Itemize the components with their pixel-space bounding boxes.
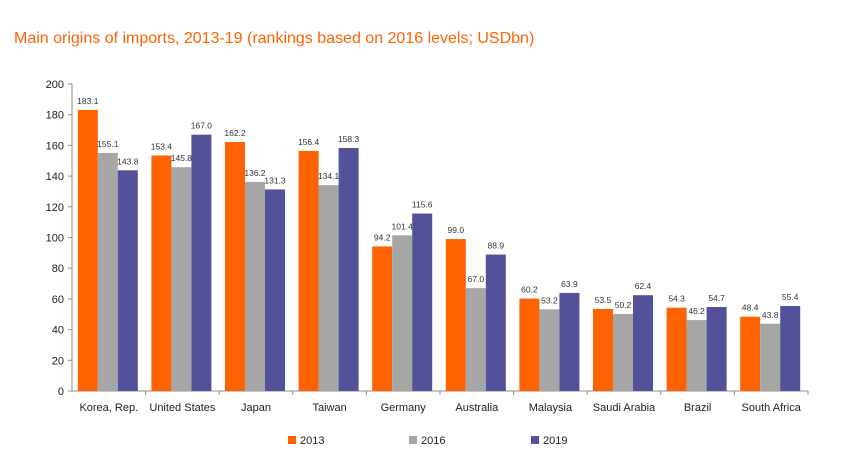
x-category-label: South Africa — [742, 402, 802, 414]
bar-2013 — [77, 109, 98, 391]
legend-swatch-2019 — [531, 436, 539, 444]
x-category-label: Germany — [381, 402, 427, 414]
data-label: 48.4 — [742, 303, 759, 313]
bar-2013 — [151, 155, 172, 391]
data-label: 155.1 — [97, 139, 119, 149]
data-label: 167.0 — [191, 121, 213, 131]
bar-2019 — [191, 134, 212, 391]
y-tick-label: 120 — [46, 202, 64, 214]
x-category-label: Japan — [241, 402, 271, 414]
x-category-label: Korea, Rep. — [79, 402, 138, 414]
x-category-label: Australia — [455, 402, 499, 414]
data-label: 43.8 — [762, 310, 779, 320]
data-label: 183.1 — [77, 96, 99, 106]
data-label: 67.0 — [468, 274, 485, 284]
x-category-label: Saudi Arabia — [593, 402, 656, 414]
bar-2013 — [593, 308, 613, 391]
x-category-label: Taiwan — [312, 402, 346, 414]
bar-2016 — [245, 181, 265, 391]
bar-2019 — [485, 254, 506, 391]
bar-2016 — [539, 309, 560, 391]
bar-2016 — [392, 235, 413, 391]
bar-2013 — [445, 239, 466, 391]
bar-2016 — [613, 313, 633, 391]
data-label: 134.1 — [318, 171, 340, 181]
data-label: 54.3 — [668, 294, 685, 304]
data-label: 162.2 — [224, 128, 246, 138]
bar-2013 — [225, 142, 245, 391]
y-tick-label: 160 — [46, 140, 64, 152]
bar-2016 — [318, 185, 339, 391]
bar-2013 — [372, 246, 393, 391]
y-axis: 0 20 40 60 80 100 120 140 160 180 200 — [46, 79, 73, 398]
x-category-label: Brazil — [684, 402, 712, 414]
x-category-label: Malaysia — [529, 402, 573, 414]
bar-2019 — [559, 292, 580, 391]
bar-2016 — [760, 323, 781, 391]
data-label: 101.4 — [392, 221, 414, 231]
x-category-label: United States — [149, 402, 216, 414]
data-label: 88.9 — [488, 241, 505, 251]
data-label: 115.6 — [412, 200, 433, 210]
bar-2019 — [780, 305, 801, 391]
data-label: 46.2 — [688, 306, 705, 316]
x-axis: Korea, Rep. United States Japan Taiwan Germa… — [72, 390, 809, 414]
data-label: 99.0 — [448, 225, 465, 235]
bar-2019 — [633, 295, 653, 391]
data-label: 54.7 — [708, 293, 725, 303]
bar-2019 — [338, 148, 359, 391]
data-label: 63.9 — [561, 279, 578, 289]
data-label: 50.2 — [615, 300, 632, 310]
y-tick-label: 0 — [58, 386, 64, 398]
data-label: 153.4 — [151, 142, 173, 152]
legend-swatch-2016 — [409, 436, 417, 444]
y-tick-label: 20 — [52, 355, 64, 367]
data-label: 53.5 — [595, 295, 612, 305]
bars — [77, 109, 801, 391]
data-label: 62.4 — [635, 281, 652, 291]
data-label: 156.4 — [298, 137, 320, 147]
data-label: 53.2 — [541, 295, 558, 305]
chart-title: Main origins of imports, 2013-19 (rankin… — [14, 30, 535, 47]
y-tick-label: 60 — [52, 294, 64, 306]
y-tick-label: 40 — [52, 325, 64, 337]
data-label: 94.2 — [374, 232, 391, 242]
y-tick-label: 100 — [46, 233, 64, 245]
y-tick-label: 200 — [46, 79, 64, 91]
data-label: 136.2 — [244, 168, 266, 178]
legend-label: 2016 — [421, 435, 445, 447]
data-label: 131.3 — [264, 175, 286, 185]
data-label: 55.4 — [782, 292, 799, 302]
bar-2013 — [740, 316, 761, 391]
data-label: 158.3 — [338, 134, 360, 144]
bar-2016 — [465, 288, 486, 391]
legend-swatch-2013 — [288, 436, 296, 444]
legend: 2013 2016 2019 — [288, 435, 567, 447]
y-tick-label: 140 — [46, 171, 64, 183]
legend-label: 2013 — [300, 435, 324, 447]
bar-2019 — [706, 307, 727, 391]
data-label: 143.8 — [117, 156, 139, 166]
y-tick-label: 180 — [46, 110, 64, 122]
legend-label: 2019 — [543, 435, 567, 447]
bar-2013 — [298, 150, 319, 391]
bar-2016 — [97, 152, 118, 391]
bar-2016 — [171, 167, 192, 391]
bar-2019 — [265, 189, 285, 391]
data-label: 60.2 — [521, 285, 538, 295]
bar-2013 — [519, 298, 540, 391]
bar-2019 — [117, 170, 138, 391]
data-label: 145.8 — [171, 153, 193, 163]
bar-2016 — [686, 320, 707, 391]
bar-2019 — [412, 213, 433, 391]
bar-2013 — [666, 307, 687, 391]
y-tick-label: 80 — [52, 263, 64, 275]
